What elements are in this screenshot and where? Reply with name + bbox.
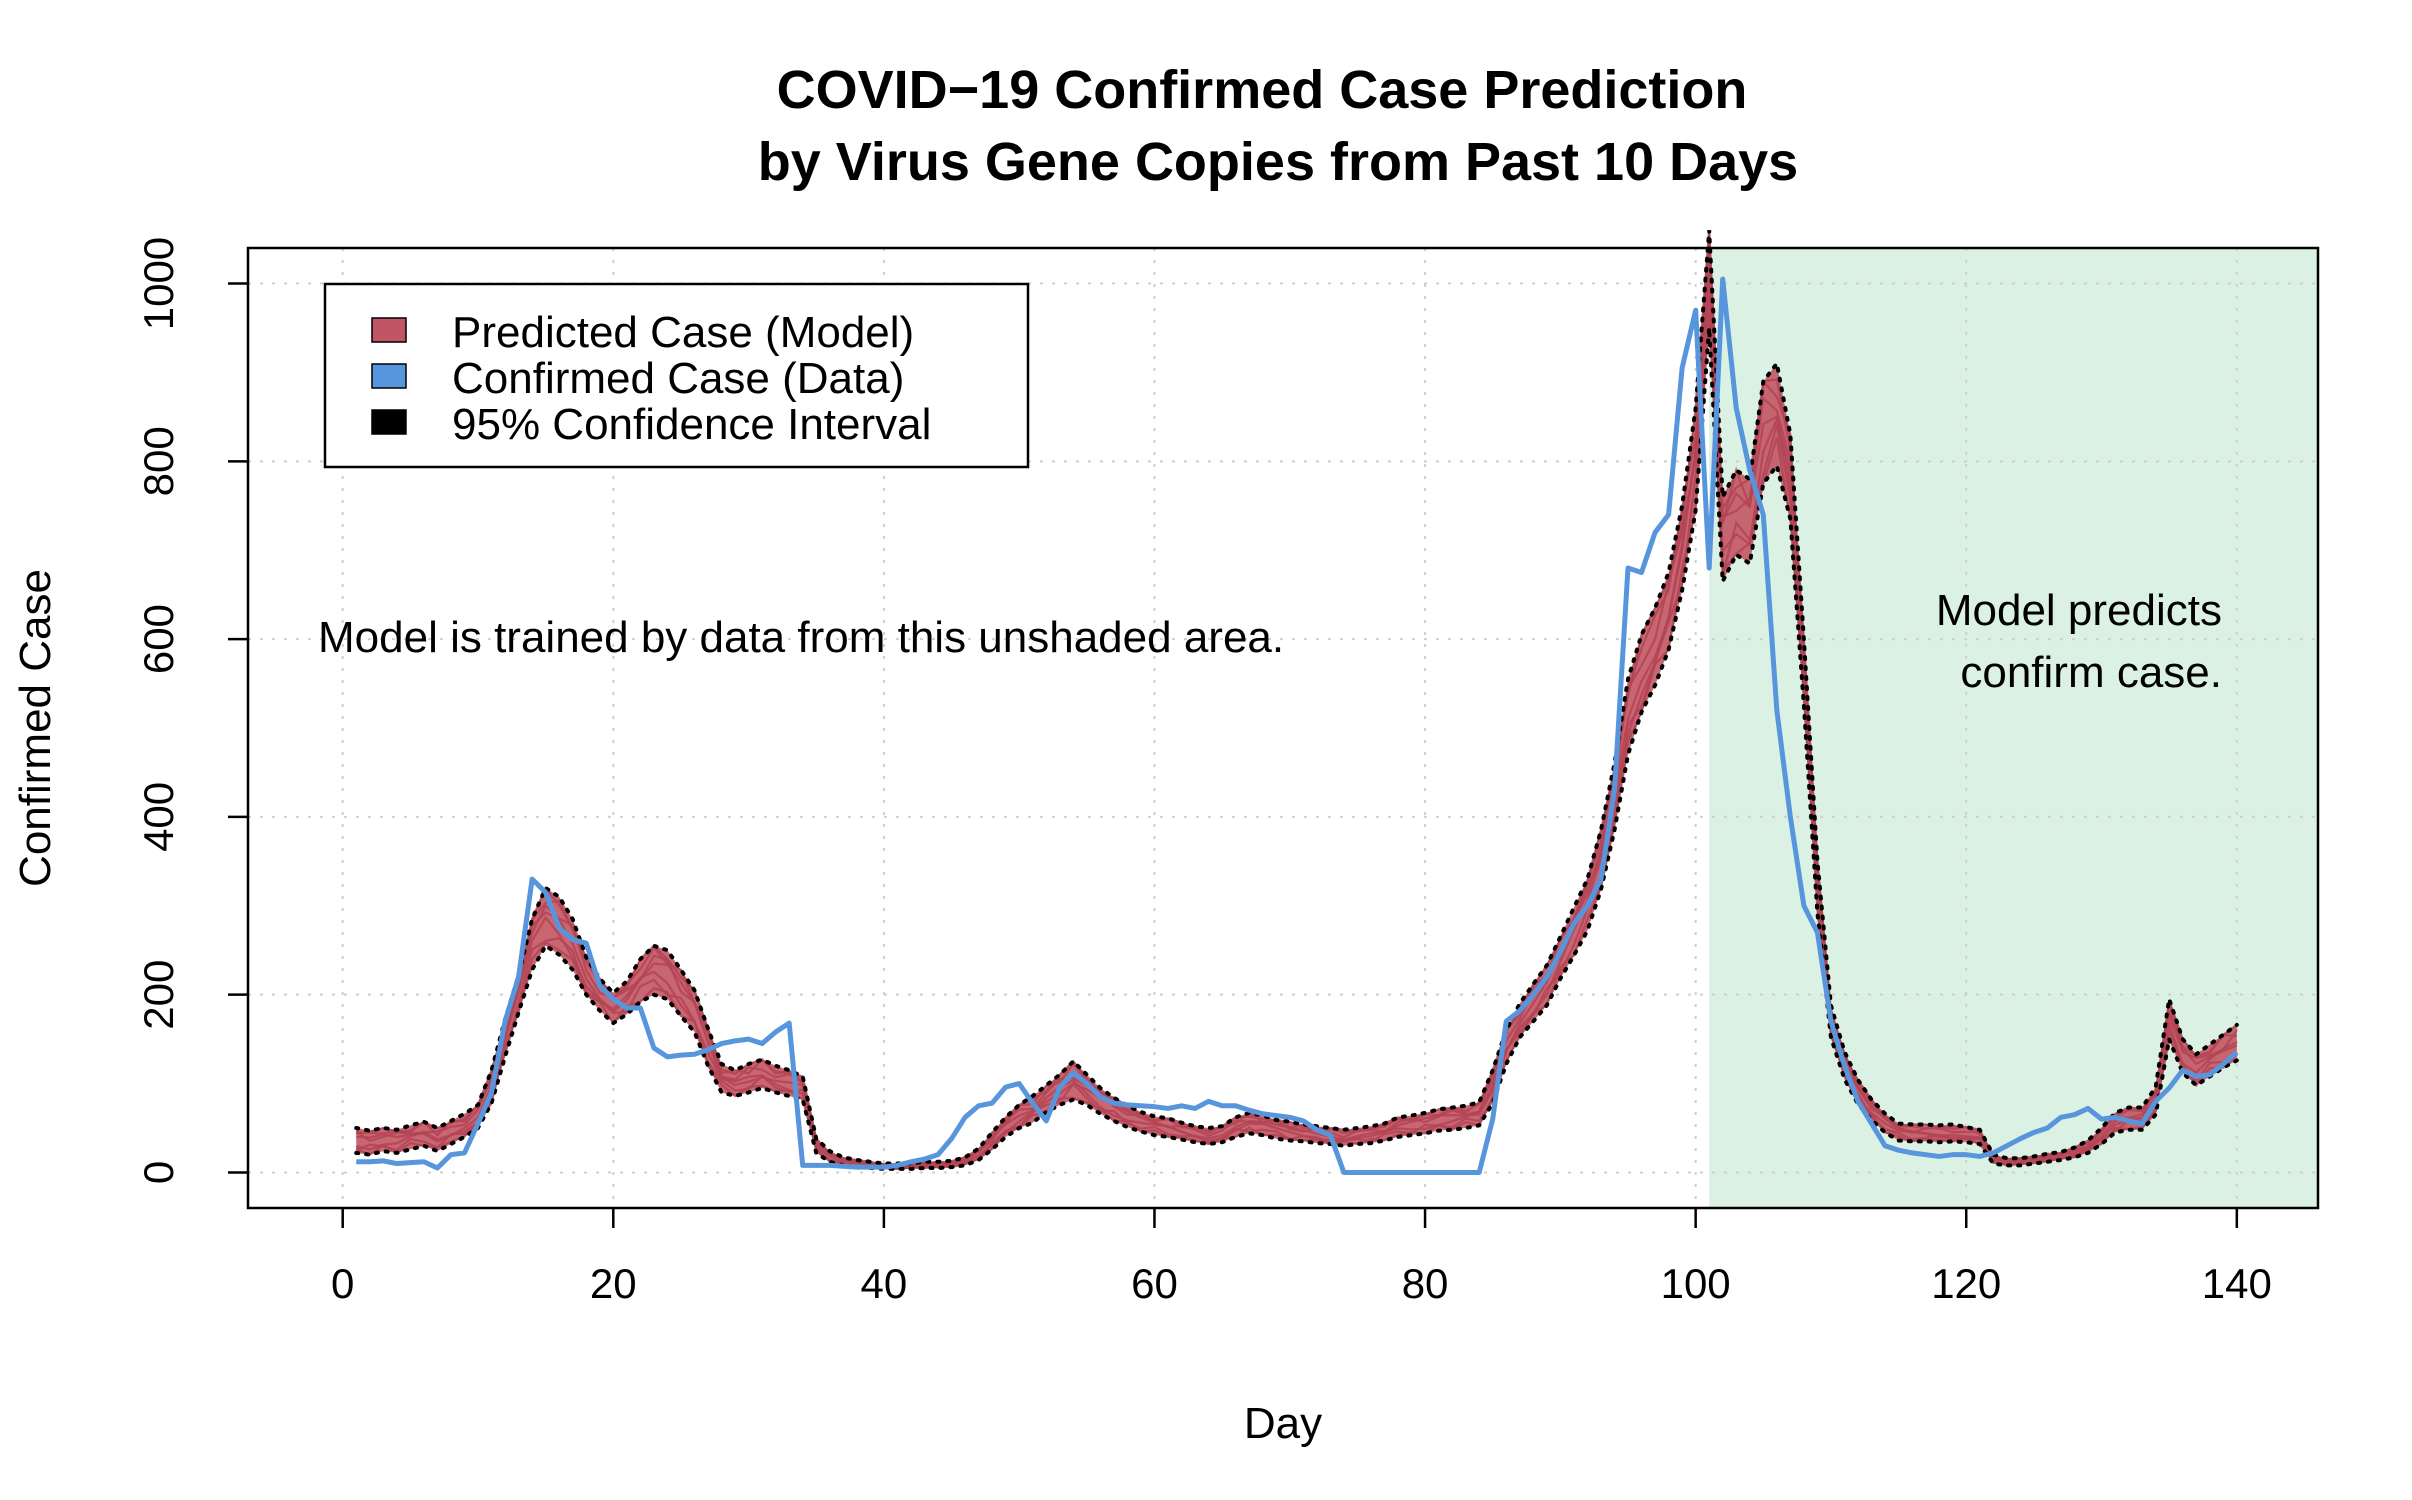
legend-label-confidence: 95% Confidence Interval — [452, 400, 931, 449]
legend-swatch-confidence — [371, 409, 407, 435]
ci-upper-line — [354, 230, 2239, 1166]
confirmed-series — [356, 276, 2239, 1175]
prediction-annotation-line1: Model predicts — [1936, 586, 2222, 635]
x-tick-label: 100 — [1661, 1260, 1731, 1307]
x-tick-label: 60 — [1131, 1260, 1178, 1307]
legend-swatch-predicted — [371, 317, 407, 343]
y-axis: 0 200 400 600 800 1000 — [135, 237, 248, 1184]
legend-label-confirmed: Confirmed Case (Data) — [452, 354, 904, 403]
x-axis-label: Day — [1244, 1399, 1322, 1448]
legend-swatch-confirmed — [371, 363, 407, 389]
grid-lines — [248, 248, 2318, 1208]
confidence-interval — [354, 230, 2239, 1171]
x-tick-label: 120 — [1931, 1260, 2001, 1307]
predicted-trace — [356, 230, 2237, 1166]
y-tick-label: 600 — [135, 604, 182, 674]
legend-label-predicted: Predicted Case (Model) — [452, 308, 914, 357]
x-tick-label: 0 — [331, 1260, 354, 1307]
chart-subtitle: by Virus Gene Copies from Past 10 Days — [758, 132, 1798, 192]
x-tick-label: 40 — [861, 1260, 908, 1307]
y-tick-label: 200 — [135, 960, 182, 1030]
y-tick-label: 400 — [135, 782, 182, 852]
legend: Predicted Case (Model) Confirmed Case (D… — [323, 282, 1030, 469]
predicted-trace — [355, 296, 2238, 1170]
x-tick-label: 80 — [1402, 1260, 1449, 1307]
y-axis-label: Confirmed Case — [11, 569, 60, 887]
plot-frame — [246, 246, 2320, 1210]
legend-box — [323, 282, 1030, 469]
training-annotation: Model is trained by data from this unsha… — [318, 613, 1284, 662]
prediction-annotation-line2: confirm case. — [1960, 648, 2222, 697]
y-tick-label: 1000 — [135, 237, 182, 330]
x-axis: 0 20 40 60 80 100 120 140 — [331, 1208, 2272, 1307]
y-tick-label: 800 — [135, 426, 182, 496]
y-tick-label: 0 — [135, 1161, 182, 1184]
x-tick-label: 140 — [2202, 1260, 2272, 1307]
x-tick-label: 20 — [590, 1260, 637, 1307]
chart-title: COVID−19 Confirmed Case Prediction — [777, 60, 1748, 120]
confirmed-line — [356, 276, 2239, 1175]
